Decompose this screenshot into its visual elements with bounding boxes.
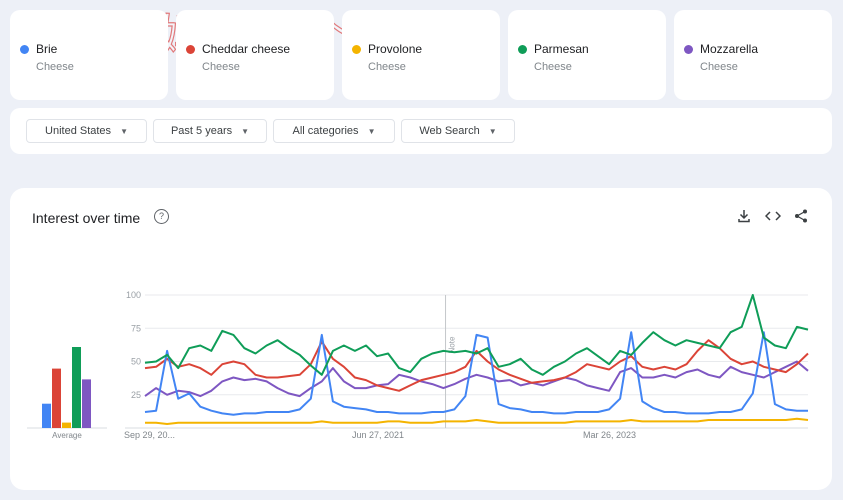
term-category: Cheese xyxy=(202,61,240,73)
term-category: Cheese xyxy=(368,61,406,73)
series-line-parmesan xyxy=(144,294,809,376)
term-name: Parmesan xyxy=(534,42,589,56)
average-label: Average xyxy=(52,431,82,440)
term-card[interactable]: Parmesan Cheese xyxy=(508,10,666,100)
x-tick-label: Jun 27, 2021 xyxy=(352,430,404,440)
y-tick-label: 50 xyxy=(131,357,141,367)
term-card[interactable]: Mozzarella Cheese xyxy=(674,10,832,100)
term-category: Cheese xyxy=(36,61,74,73)
average-bar xyxy=(62,422,71,428)
term-card[interactable]: Provolone Cheese xyxy=(342,10,500,100)
term-category: Cheese xyxy=(534,61,572,73)
average-bar xyxy=(72,347,81,428)
x-tick-label: Sep 29, 20... xyxy=(124,430,175,440)
search-type-filter[interactable]: Web Search ▼ xyxy=(401,119,515,143)
annotation-label: Note xyxy=(448,336,457,353)
color-dot-icon xyxy=(684,44,693,54)
color-dot-icon xyxy=(186,44,195,54)
term-name: Brie xyxy=(36,42,58,56)
color-dot-icon xyxy=(518,44,527,54)
x-tick-label: Mar 26, 2023 xyxy=(583,430,636,440)
filter-label: All categories xyxy=(292,125,359,137)
y-tick-label: 75 xyxy=(131,323,141,333)
term-name: Provolone xyxy=(368,42,423,56)
dropdown-arrow-icon: ▼ xyxy=(367,126,376,136)
term-card[interactable]: Brie Cheese xyxy=(10,10,168,100)
time-range-filter[interactable]: Past 5 years ▼ xyxy=(153,119,267,143)
term-category: Cheese xyxy=(700,61,738,73)
series-line-mozzarella xyxy=(144,360,809,398)
panel-title: Interest over time xyxy=(32,210,141,226)
filter-bar: United States ▼ Past 5 years ▼ All categor… xyxy=(10,108,832,154)
y-tick-label: 100 xyxy=(126,290,141,300)
term-name: Mozzarella xyxy=(700,42,759,56)
series-line-brie xyxy=(144,331,808,416)
series-line-cheddar-cheese xyxy=(144,339,809,392)
color-dot-icon xyxy=(20,44,29,54)
dropdown-arrow-icon: ▼ xyxy=(241,126,250,136)
term-card[interactable]: Cheddar cheese Cheese xyxy=(176,10,334,100)
embed-code-icon[interactable] xyxy=(764,209,782,226)
dropdown-arrow-icon: ▼ xyxy=(488,126,497,136)
help-circle-icon[interactable]: ? xyxy=(154,209,169,224)
average-bar xyxy=(42,403,51,428)
filter-label: United States xyxy=(45,125,112,137)
filter-label: Past 5 years xyxy=(170,125,233,137)
average-bar xyxy=(82,379,91,428)
y-tick-label: 25 xyxy=(131,390,141,400)
average-bar xyxy=(52,368,61,428)
dropdown-arrow-icon: ▼ xyxy=(120,126,128,136)
download-icon[interactable] xyxy=(737,209,751,226)
category-filter[interactable]: All categories ▼ xyxy=(273,119,395,143)
color-dot-icon xyxy=(352,44,361,54)
interest-over-time-panel: Interest over time ? xyxy=(10,188,832,490)
region-filter[interactable]: United States ▼ xyxy=(26,119,147,143)
filter-label: Web Search xyxy=(419,125,480,137)
term-name: Cheddar cheese xyxy=(202,42,291,56)
share-icon[interactable] xyxy=(794,209,808,226)
series-line-provolone xyxy=(145,417,809,425)
compare-terms: Brie Cheese Cheddar cheese Cheese Provolon… xyxy=(10,10,832,100)
